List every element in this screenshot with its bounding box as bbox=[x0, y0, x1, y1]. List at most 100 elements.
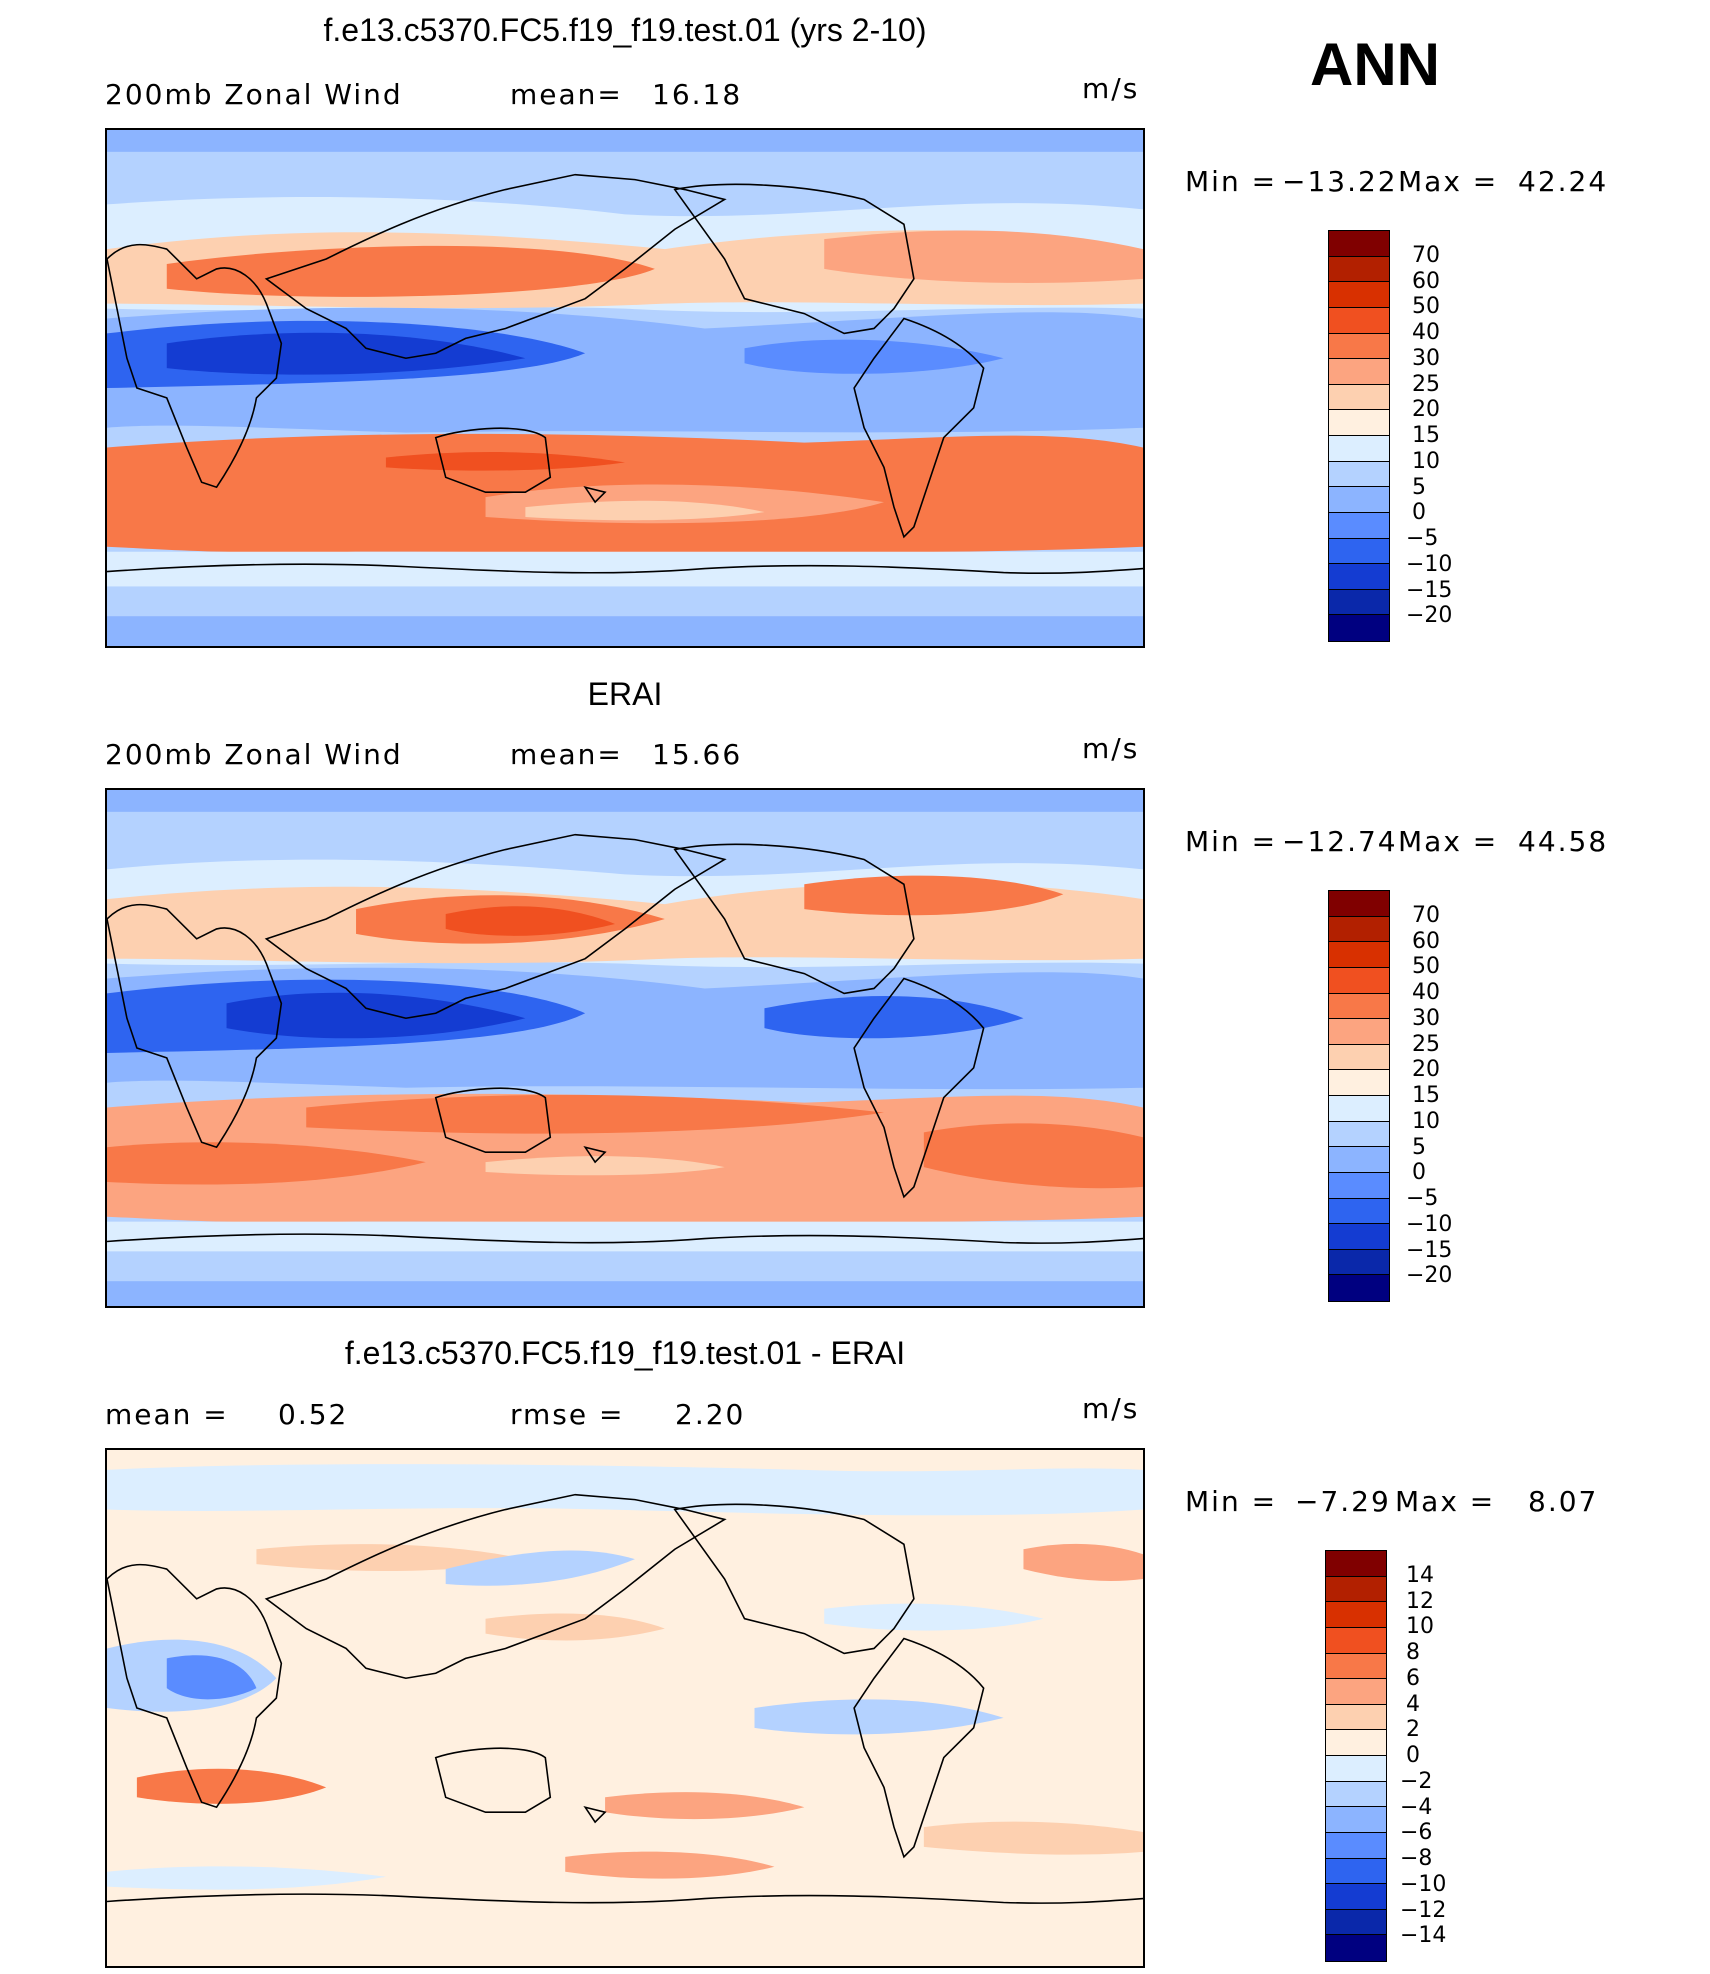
panel3-min-label: Min = bbox=[1185, 1485, 1278, 1518]
colorbar-tick-label: 40 bbox=[1412, 980, 1440, 1005]
colorbar-tick-label: 20 bbox=[1412, 397, 1440, 423]
colorbar-tick-label: 10 bbox=[1412, 448, 1440, 474]
panel3-max-label: Max = bbox=[1395, 1485, 1496, 1518]
colorbar-tick-label: −2 bbox=[1400, 1768, 1433, 1794]
colorbar-swatch bbox=[1326, 1551, 1386, 1577]
colorbar-tick-label: 25 bbox=[1412, 371, 1440, 397]
colorbar-tick-label: 4 bbox=[1406, 1691, 1420, 1717]
panel2-units: m/s bbox=[1082, 732, 1140, 765]
colorbar-tick-label: 6 bbox=[1406, 1665, 1420, 1691]
panel1-mean-value: 16.18 bbox=[652, 78, 743, 111]
panel1-max-label: Max = bbox=[1398, 165, 1499, 198]
colorbar-tick-label: 40 bbox=[1412, 320, 1440, 345]
colorbar-tick-label: −10 bbox=[1406, 1211, 1453, 1237]
colorbar-swatch bbox=[1329, 282, 1389, 308]
panel3-rmse-value: 2.20 bbox=[675, 1398, 746, 1431]
colorbar-tick-label: 70 bbox=[1412, 242, 1440, 268]
panel3-colorbar bbox=[1325, 1550, 1387, 1962]
colorbar-swatch bbox=[1329, 538, 1389, 565]
colorbar-swatch bbox=[1326, 1909, 1386, 1936]
colorbar-swatch bbox=[1329, 512, 1389, 539]
panel1-field-label: 200mb Zonal Wind bbox=[105, 78, 403, 111]
colorbar-swatch bbox=[1329, 1198, 1389, 1225]
colorbar-swatch bbox=[1329, 461, 1389, 488]
colorbar-swatch bbox=[1326, 1832, 1386, 1859]
panel1-colorbar bbox=[1328, 230, 1390, 642]
colorbar-tick-label: 5 bbox=[1412, 1134, 1426, 1160]
colorbar-swatch bbox=[1329, 1147, 1389, 1173]
colorbar-swatch bbox=[1329, 410, 1389, 436]
colorbar-swatch bbox=[1329, 384, 1389, 411]
panel3-units: m/s bbox=[1082, 1392, 1140, 1425]
panel3-map bbox=[105, 1448, 1145, 1968]
colorbar-swatch bbox=[1326, 1576, 1386, 1603]
panel1-max-value: 42.24 bbox=[1518, 165, 1609, 198]
colorbar-tick-label: 60 bbox=[1412, 268, 1440, 294]
panel3-min-value: −7.29 bbox=[1295, 1485, 1391, 1518]
colorbar-tick-label: 30 bbox=[1412, 1005, 1440, 1031]
colorbar-tick-label: −10 bbox=[1400, 1871, 1447, 1897]
colorbar-swatch bbox=[1326, 1781, 1386, 1808]
colorbar-swatch bbox=[1329, 1044, 1389, 1071]
panel2-contour-plot bbox=[107, 790, 1143, 1306]
colorbar-tick-label: 12 bbox=[1406, 1588, 1434, 1614]
panel2-colorbar bbox=[1328, 890, 1390, 1302]
colorbar-swatch bbox=[1326, 1602, 1386, 1628]
colorbar-swatch bbox=[1329, 1172, 1389, 1199]
panel1-mean-label: mean= bbox=[510, 78, 623, 111]
panel1-units: m/s bbox=[1082, 72, 1140, 105]
colorbar-swatch bbox=[1329, 1096, 1389, 1122]
colorbar-swatch bbox=[1329, 1275, 1389, 1301]
colorbar-swatch bbox=[1329, 1019, 1389, 1045]
colorbar-tick-label: 5 bbox=[1412, 474, 1426, 500]
colorbar-tick-label: 50 bbox=[1412, 294, 1440, 320]
panel2-title: ERAI bbox=[587, 676, 663, 712]
panel1-title: f.e13.c5370.FC5.f19_f19.test.01 (yrs 2-1… bbox=[323, 12, 927, 48]
panel3-contour-plot bbox=[107, 1450, 1143, 1966]
colorbar-swatch bbox=[1329, 589, 1389, 616]
colorbar-tick-label: −12 bbox=[1400, 1897, 1447, 1923]
panel1-map bbox=[105, 128, 1145, 648]
colorbar-tick-label: −20 bbox=[1406, 1263, 1453, 1289]
colorbar-tick-label: 14 bbox=[1406, 1562, 1434, 1588]
panel2-max-value: 44.58 bbox=[1518, 825, 1609, 858]
colorbar-swatch bbox=[1329, 1121, 1389, 1148]
colorbar-swatch bbox=[1329, 359, 1389, 385]
colorbar-swatch bbox=[1326, 1935, 1386, 1961]
season-label: ANN bbox=[1310, 31, 1440, 98]
colorbar-tick-label: −8 bbox=[1400, 1846, 1433, 1871]
colorbar-swatch bbox=[1329, 993, 1389, 1020]
panel2-min-value: −12.74 bbox=[1282, 825, 1398, 858]
colorbar-swatch bbox=[1329, 1070, 1389, 1096]
colorbar-tick-label: 0 bbox=[1406, 1743, 1420, 1768]
colorbar-swatch bbox=[1329, 967, 1389, 994]
colorbar-swatch bbox=[1329, 564, 1389, 590]
colorbar-swatch bbox=[1326, 1679, 1386, 1705]
colorbar-swatch bbox=[1329, 916, 1389, 943]
colorbar-swatch bbox=[1329, 891, 1389, 917]
panel3-mean-value: 0.52 bbox=[278, 1398, 349, 1431]
panel1-min-value: −13.22 bbox=[1282, 165, 1398, 198]
colorbar-swatch bbox=[1329, 487, 1389, 513]
panel3-max-value: 8.07 bbox=[1528, 1485, 1599, 1518]
colorbar-swatch bbox=[1326, 1730, 1386, 1756]
colorbar-tick-label: −4 bbox=[1400, 1794, 1433, 1820]
colorbar-tick-label: 20 bbox=[1412, 1057, 1440, 1083]
colorbar-tick-label: 2 bbox=[1406, 1717, 1420, 1743]
colorbar-tick-label: 60 bbox=[1412, 928, 1440, 954]
colorbar-tick-label: −15 bbox=[1406, 1237, 1453, 1263]
colorbar-swatch bbox=[1326, 1627, 1386, 1654]
panel3-title: f.e13.c5370.FC5.f19_f19.test.01 - ERAI bbox=[344, 1335, 906, 1371]
colorbar-tick-label: −10 bbox=[1406, 551, 1453, 577]
colorbar-swatch bbox=[1326, 1884, 1386, 1910]
colorbar-swatch bbox=[1329, 942, 1389, 968]
colorbar-tick-label: −20 bbox=[1406, 603, 1453, 629]
colorbar-swatch bbox=[1329, 333, 1389, 360]
colorbar-swatch bbox=[1329, 231, 1389, 257]
colorbar-swatch bbox=[1326, 1704, 1386, 1731]
colorbar-tick-label: −5 bbox=[1406, 526, 1439, 551]
colorbar-swatch bbox=[1329, 615, 1389, 641]
colorbar-tick-label: 70 bbox=[1412, 902, 1440, 928]
colorbar-tick-label: 10 bbox=[1406, 1614, 1434, 1640]
panel1-min-label: Min = bbox=[1185, 165, 1278, 198]
